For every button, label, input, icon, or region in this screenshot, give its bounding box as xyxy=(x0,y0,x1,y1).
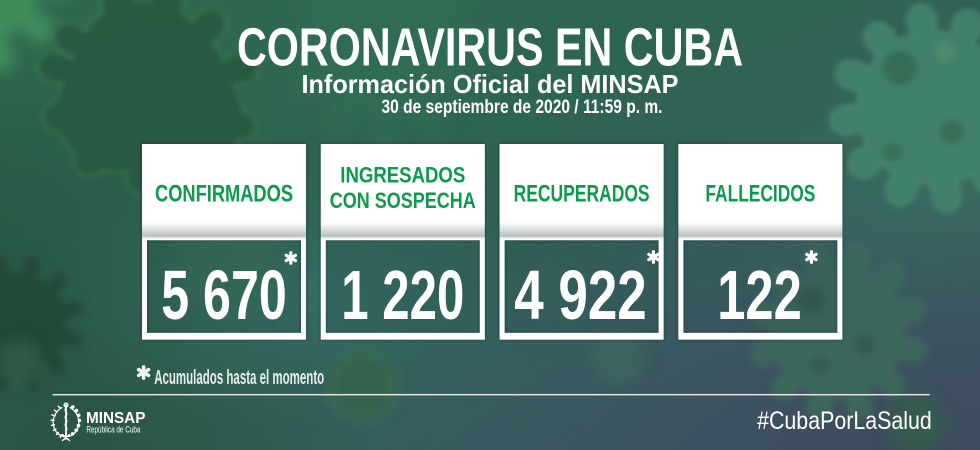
svg-text:1 220: 1 220 xyxy=(341,256,464,334)
svg-text:122: 122 xyxy=(717,256,802,334)
svg-text:FALLECIDOS: FALLECIDOS xyxy=(705,181,815,208)
svg-text:Información Oficial del MINSAP: Información Oficial del MINSAP xyxy=(302,69,679,99)
svg-text:CORONAVIRUS EN CUBA: CORONAVIRUS EN CUBA xyxy=(237,18,743,78)
svg-text:#CubaPorLaSalud: #CubaPorLaSalud xyxy=(757,407,932,435)
svg-text:CON SOSPECHA: CON SOSPECHA xyxy=(330,188,476,213)
svg-text:CONFIRMADOS: CONFIRMADOS xyxy=(155,181,293,208)
svg-text:30 de septiembre de 2020 / 11:: 30 de septiembre de 2020 / 11:59 p. m. xyxy=(382,97,663,118)
svg-text:5 670: 5 670 xyxy=(161,256,287,334)
svg-text:MINSAP: MINSAP xyxy=(86,410,146,427)
svg-text:4 922: 4 922 xyxy=(514,256,647,334)
svg-text:RECUPERADOS: RECUPERADOS xyxy=(514,181,650,208)
svg-text:INGRESADOS: INGRESADOS xyxy=(340,162,465,187)
svg-text:Acumulados hasta el momento: Acumulados hasta el momento xyxy=(154,367,324,389)
svg-text:República de Cuba: República de Cuba xyxy=(86,424,140,435)
